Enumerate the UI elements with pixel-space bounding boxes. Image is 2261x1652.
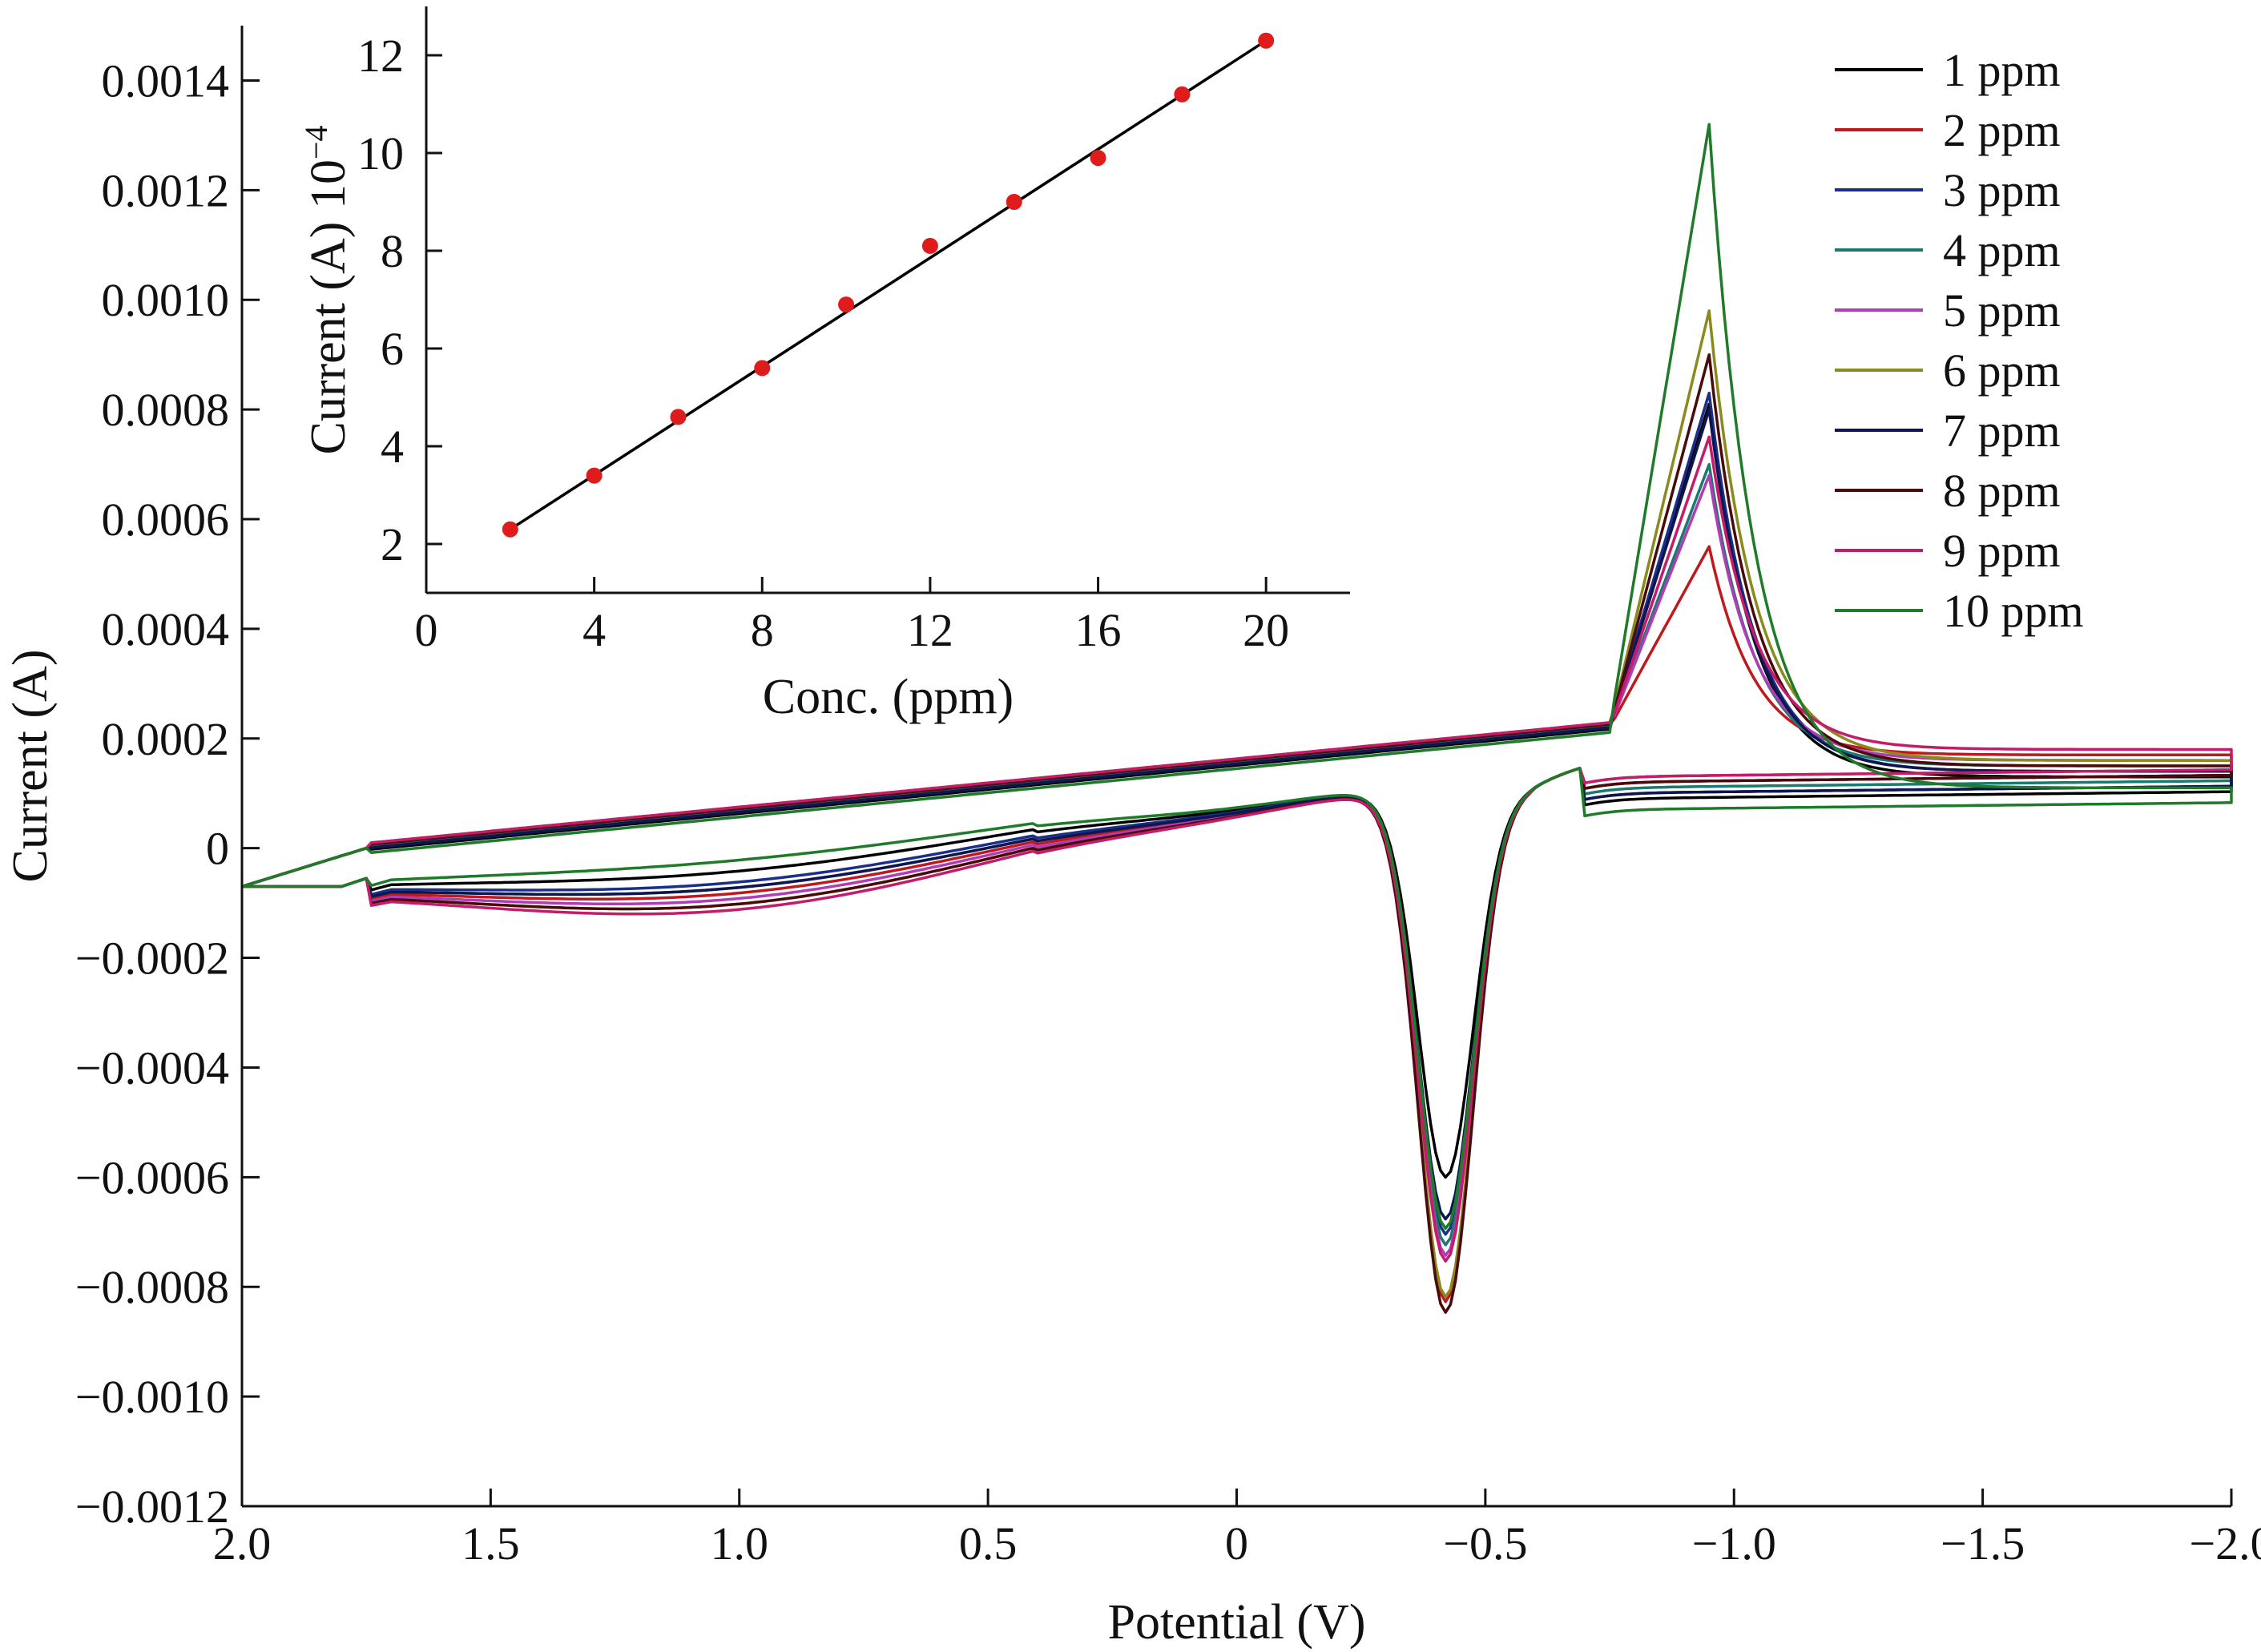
inset-data-point	[838, 296, 855, 313]
y-tick-label: −0.0004	[75, 1042, 229, 1094]
x-axis-title: Potential (V)	[1108, 1595, 1366, 1650]
main-series-group	[241, 123, 2233, 1314]
inset-y-ticks: 2 4 6 8 10 12	[357, 30, 442, 570]
legend-label: 8 ppm	[1943, 465, 2061, 517]
inset-data-point	[1006, 194, 1022, 210]
cv-curve-10	[241, 123, 2233, 1231]
inset-x-axis-title: Conc. (ppm)	[763, 670, 1014, 724]
legend: 1 ppm 2 ppm 3 ppm 4 ppm 5 ppm 6 ppm 7 ppm 8 ppm…	[1835, 44, 2084, 637]
inset-fit-line	[509, 39, 1268, 531]
x-tick-label: 0	[1225, 1517, 1248, 1569]
inset-y-axis-title-base: Current (A) 10	[301, 159, 356, 454]
legend-label: 3 ppm	[1943, 164, 2061, 216]
inset-data-point	[670, 409, 687, 425]
inset-data-point	[921, 237, 938, 254]
inset-y-tick-label: 12	[357, 30, 404, 82]
x-tick-label: 1.0	[711, 1517, 769, 1569]
inset-data-point	[1258, 32, 1275, 49]
legend-label: 1 ppm	[1943, 44, 2061, 96]
inset-y-tick-label: 4	[381, 421, 404, 473]
y-tick-label: 0.0010	[102, 274, 230, 326]
x-tick-label: 0.5	[959, 1517, 1018, 1569]
inset-data-point	[1174, 86, 1191, 103]
inset-x-tick-label: 16	[1075, 604, 1122, 656]
x-tick-label: −0.5	[1443, 1517, 1527, 1569]
inset-y-tick-label: 2	[381, 518, 404, 570]
main-plot: 2.01.51.00.50−0.5−1.0−1.5−2.0 0.00140.00…	[3, 26, 2261, 1650]
y-tick-label: 0.0008	[102, 384, 230, 436]
inset-x-tick-label: 20	[1243, 604, 1289, 656]
x-tick-label: 1.5	[461, 1517, 520, 1569]
legend-label: 9 ppm	[1943, 525, 2061, 577]
y-tick-label: 0.0014	[102, 54, 230, 107]
inset-data-point	[1090, 150, 1106, 167]
cv-curve-9	[241, 435, 2233, 1263]
cv-curve-7	[241, 408, 2233, 1221]
y-axis-title: Current (A)	[3, 650, 58, 883]
y-tick-label: 0.0006	[102, 494, 230, 546]
legend-label: 2 ppm	[1943, 104, 2061, 156]
main-x-ticks: 2.0 1.5 1.0 0.5 0 −0.5 −1.0 −1.5 −2.0	[213, 1489, 2261, 1569]
inset-y-tick-label: 8	[381, 225, 404, 277]
legend-label: 4 ppm	[1943, 224, 2061, 276]
inset-data-points	[502, 32, 1275, 538]
inset-x-ticks: 0 4 8 12 16 20	[415, 577, 1289, 656]
x-tick-label: −2.0	[2189, 1517, 2261, 1569]
x-tick-label: −1.5	[1941, 1517, 2025, 1569]
legend-label: 7 ppm	[1943, 405, 2061, 457]
y-tick-label: −0.0002	[75, 933, 229, 985]
y-tick-label: −0.0006	[75, 1151, 229, 1203]
y-tick-label: −0.0008	[75, 1261, 229, 1313]
legend-label: 5 ppm	[1943, 284, 2061, 336]
inset-y-axis-title-exponent: −4	[298, 125, 334, 159]
y-tick-label: 0.0004	[102, 603, 230, 655]
y-tick-label: 0	[206, 823, 229, 875]
y-tick-label: 0.0002	[102, 713, 230, 765]
inset-y-axis-title: Current (A) 10−4	[298, 125, 357, 454]
x-tick-label: 2.0	[213, 1517, 272, 1569]
inset-y-tick-label: 6	[381, 323, 404, 375]
y-tick-label: −0.0010	[75, 1371, 229, 1423]
y-tick-label: −0.0012	[75, 1481, 229, 1533]
inset-data-point	[754, 360, 771, 377]
inset-data-point	[586, 467, 603, 484]
inset-x-tick-label: 4	[582, 604, 606, 656]
inset-y-tick-label: 10	[357, 127, 404, 179]
legend-label: 6 ppm	[1943, 345, 2061, 397]
main-y-ticks: 0.0014 0.0012 0.0010 0.0008 0.0006 0.0004 0.00…	[75, 54, 260, 1533]
inset-x-tick-label: 12	[907, 604, 953, 656]
y-tick-label: 0.0012	[102, 164, 230, 216]
inset-x-tick-label: 0	[415, 604, 438, 656]
legend-label: 10 ppm	[1943, 585, 2084, 637]
x-tick-label: −1.0	[1692, 1517, 1776, 1569]
inset-x-tick-label: 8	[751, 604, 774, 656]
inset-data-point	[502, 521, 518, 538]
